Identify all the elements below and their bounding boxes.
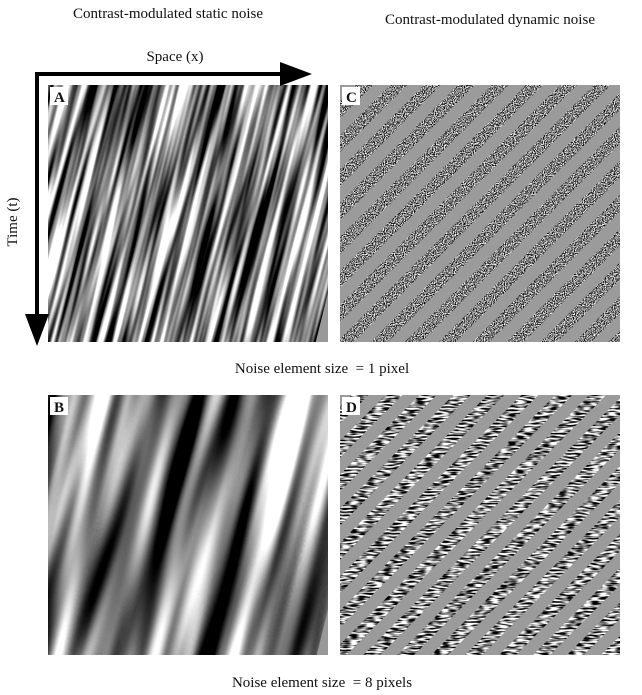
label-box [342,87,360,105]
panel-label: B [54,400,64,416]
label-box [342,397,360,415]
column-title: Contrast-modulated dynamic noise [385,12,595,28]
panel-c-image [340,85,620,342]
panel-label: A [54,90,65,106]
panel-d-image [340,395,620,655]
label-box [50,87,68,105]
caption: Noise element size = 1 pixel [235,361,409,377]
panel-label: D [346,400,357,416]
y-axis-label: Time (t) [5,197,21,246]
panel-b-image [48,395,328,655]
panel-a-image [48,85,328,342]
column-title: Contrast-modulated static noise [73,6,263,22]
label-box [50,397,68,415]
panel-label: C [346,90,357,106]
x-axis-label: Space (x) [146,49,203,65]
caption: Noise element size = 8 pixels [232,675,412,691]
